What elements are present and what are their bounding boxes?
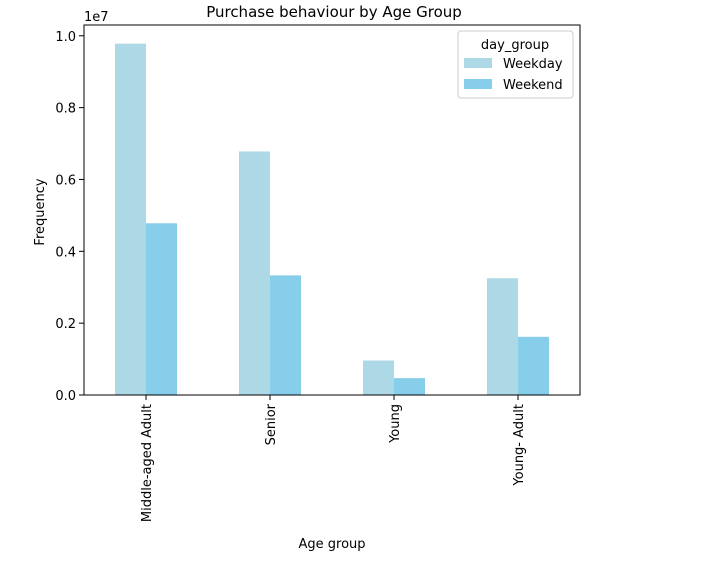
axis-ticks-group: Middle-aged Adult Senior Young Young- Adult… <box>55 30 527 522</box>
legend-label-weekend: Weekend <box>503 78 563 93</box>
legend-swatch-weekend <box>464 79 492 89</box>
y-tick-label: 0.0 <box>55 389 76 404</box>
chart-title: Purchase behaviour by Age Group <box>206 3 462 21</box>
x-tick-label: Senior <box>264 403 279 445</box>
bars-group <box>115 43 549 395</box>
x-tick-label: Middle-aged Adult <box>140 404 155 522</box>
legend-items: Weekday Weekend <box>464 57 563 93</box>
bar-weekday-3 <box>487 278 518 395</box>
bar-weekend-0 <box>146 223 177 395</box>
plot-frame <box>83 24 581 396</box>
x-tick-label: Young <box>388 404 403 444</box>
y-tick-label: 0.4 <box>55 245 76 260</box>
legend: day_group Weekday Weekend <box>457 30 574 99</box>
bar-weekday-1 <box>239 151 270 395</box>
y-tick-label: 1.0 <box>55 30 76 45</box>
bar-weekday-2 <box>363 360 394 395</box>
x-axis-label: Age group <box>298 537 365 552</box>
y-axis-scale-label: 1e7 <box>84 10 109 25</box>
legend-swatch-weekday <box>464 58 492 68</box>
legend-label-weekday: Weekday <box>503 57 563 72</box>
y-tick-label: 0.8 <box>55 102 76 117</box>
legend-title: day_group <box>481 38 549 53</box>
y-axis-label: Frequency <box>33 178 48 245</box>
y-tick-label: 0.6 <box>55 173 76 188</box>
y-tick-label: 0.2 <box>55 317 76 332</box>
bar-weekday-0 <box>115 43 146 395</box>
bar-weekend-1 <box>270 275 301 395</box>
bar-weekend-2 <box>394 378 425 395</box>
bar-weekend-3 <box>518 336 549 395</box>
x-tick-label: Young- Adult <box>512 404 527 487</box>
